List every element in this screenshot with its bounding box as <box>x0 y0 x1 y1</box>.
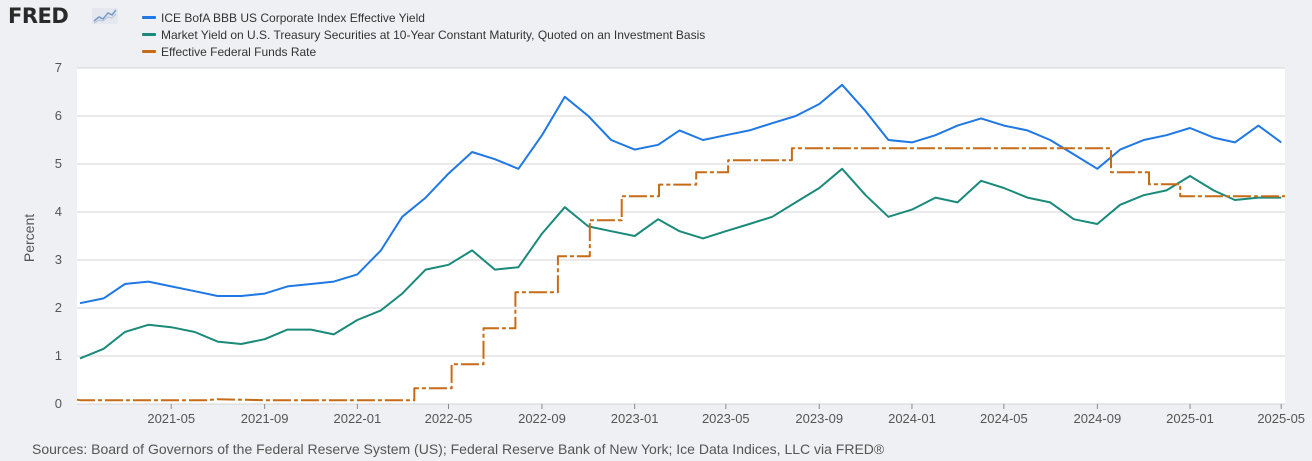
x-tick-label: 2021-05 <box>147 411 195 426</box>
legend-swatch <box>142 33 156 36</box>
series-lines <box>76 83 1285 402</box>
y-tick-label: 3 <box>55 252 62 267</box>
legend-item-bbb-yield[interactable]: ICE BofA BBB US Corporate Index Effectiv… <box>142 9 705 26</box>
series-bbb-yield <box>79 83 1282 305</box>
legend-swatch <box>142 16 156 19</box>
x-tick-label: 2022-01 <box>333 411 381 426</box>
chart-legend: ICE BofA BBB US Corporate Index Effectiv… <box>142 9 705 60</box>
legend-label: Market Yield on U.S. Treasury Securities… <box>161 27 706 42</box>
plot-area <box>77 68 1285 404</box>
x-tick-label: 2025-05 <box>1257 411 1305 426</box>
sources-note: Sources: Board of Governors of the Feder… <box>32 441 885 457</box>
legend-item-fed-funds[interactable]: Effective Federal Funds Rate <box>142 43 705 60</box>
y-tick-label: 6 <box>55 108 62 123</box>
y-tick-label: 5 <box>55 156 62 171</box>
x-tick-label: 2024-01 <box>888 411 936 426</box>
legend-label: ICE BofA BBB US Corporate Index Effectiv… <box>161 10 425 25</box>
x-tick-label: 2023-05 <box>702 411 750 426</box>
y-tick-label: 2 <box>55 300 62 315</box>
y-axis-label: Percent <box>21 214 37 262</box>
x-tick-label: 2024-09 <box>1073 411 1121 426</box>
x-axis-ticks: 2021-05 2021-09 2022-01 2022-05 2022-09 2023-… <box>147 404 1305 426</box>
grid-lines <box>77 67 1285 405</box>
y-tick-label: 7 <box>55 60 62 75</box>
fred-logo[interactable]: FRED <box>8 4 69 28</box>
x-tick-label: 2021-09 <box>241 411 289 426</box>
legend-swatch <box>142 50 156 53</box>
x-tick-label: 2023-01 <box>611 411 659 426</box>
x-tick-label: 2022-05 <box>425 411 473 426</box>
x-tick-label: 2025-01 <box>1166 411 1214 426</box>
legend-label: Effective Federal Funds Rate <box>161 44 317 59</box>
x-tick-label: 2023-09 <box>795 411 843 426</box>
series-fed-funds <box>76 147 1285 402</box>
legend-item-treasury-10y[interactable]: Market Yield on U.S. Treasury Securities… <box>142 26 705 43</box>
y-axis-ticks: 0 1 2 3 4 5 6 7 <box>55 60 62 411</box>
y-tick-label: 4 <box>55 204 62 219</box>
x-tick-label: 2024-05 <box>980 411 1028 426</box>
line-chart-icon <box>92 8 118 24</box>
y-tick-label: 1 <box>55 348 62 363</box>
series-treasury-10y <box>79 167 1282 360</box>
x-tick-label: 2022-09 <box>518 411 566 426</box>
y-tick-label: 0 <box>55 396 62 411</box>
